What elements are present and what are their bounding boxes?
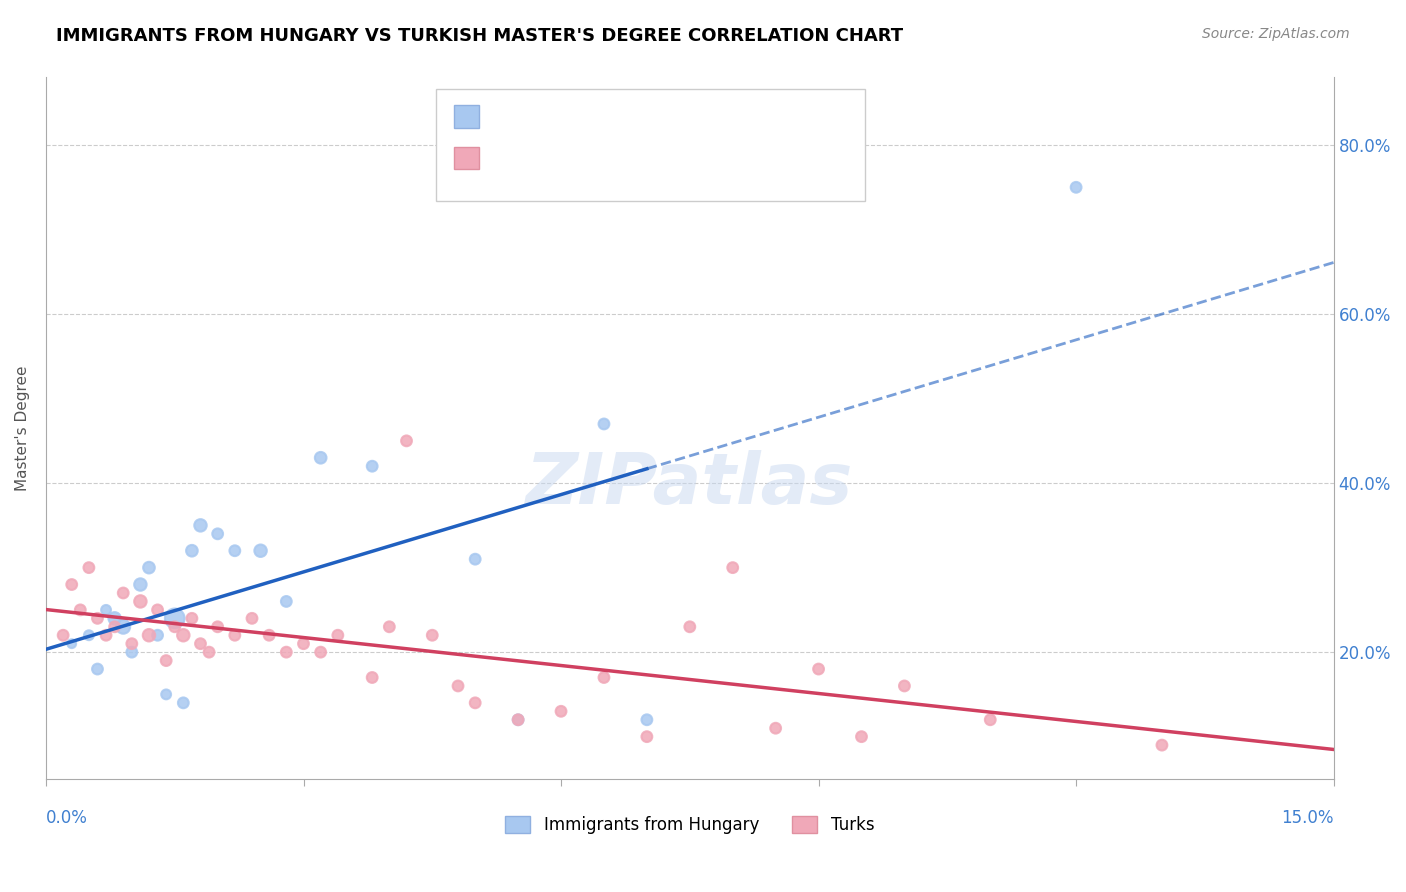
Text: Source: ZipAtlas.com: Source: ZipAtlas.com <box>1202 27 1350 41</box>
Point <box>224 628 246 642</box>
Point <box>395 434 418 448</box>
Point <box>249 543 271 558</box>
Point <box>121 637 143 651</box>
Text: R =  0.192   N = 26: R = 0.192 N = 26 <box>488 108 678 126</box>
Point <box>276 594 298 608</box>
Point <box>378 620 401 634</box>
Point <box>155 687 177 701</box>
Point <box>276 645 298 659</box>
Point <box>146 603 169 617</box>
Point <box>60 637 83 651</box>
Point <box>508 713 530 727</box>
Text: R = -0.106   N = 44: R = -0.106 N = 44 <box>488 150 678 168</box>
Point <box>129 594 152 608</box>
Text: ZIPatlas: ZIPatlas <box>526 450 853 519</box>
Text: 15.0%: 15.0% <box>1281 809 1334 828</box>
Point <box>309 450 332 465</box>
Point <box>240 611 263 625</box>
Point <box>593 671 616 685</box>
Point <box>129 577 152 591</box>
Point <box>207 526 229 541</box>
Point <box>77 628 100 642</box>
Point <box>851 730 873 744</box>
Point <box>69 603 91 617</box>
Point <box>593 417 616 431</box>
Point <box>112 586 135 600</box>
Point <box>721 560 744 574</box>
Point <box>172 628 194 642</box>
Point <box>464 696 486 710</box>
Point <box>1064 180 1087 194</box>
Point <box>94 628 117 642</box>
Point <box>86 662 108 676</box>
Point <box>146 628 169 642</box>
Point <box>420 628 443 642</box>
Point <box>180 611 202 625</box>
Point <box>86 611 108 625</box>
Point <box>309 645 332 659</box>
Point <box>636 730 658 744</box>
Point <box>104 611 127 625</box>
Point <box>52 628 75 642</box>
Point <box>60 577 83 591</box>
Legend: Immigrants from Hungary, Turks: Immigrants from Hungary, Turks <box>505 815 875 834</box>
Point <box>155 654 177 668</box>
Point <box>326 628 349 642</box>
Y-axis label: Master's Degree: Master's Degree <box>15 366 30 491</box>
Point <box>190 518 212 533</box>
Point <box>180 543 202 558</box>
Point <box>77 560 100 574</box>
Point <box>807 662 830 676</box>
Point <box>679 620 702 634</box>
Point <box>138 560 160 574</box>
Point <box>508 713 530 727</box>
Point <box>190 637 212 651</box>
Point <box>636 713 658 727</box>
Point <box>163 611 186 625</box>
Point <box>104 620 127 634</box>
Point <box>464 552 486 566</box>
Point <box>361 671 384 685</box>
Point <box>447 679 470 693</box>
Point <box>979 713 1001 727</box>
Point <box>224 543 246 558</box>
Point <box>198 645 221 659</box>
Point <box>550 704 572 718</box>
Point <box>765 721 787 735</box>
Point <box>361 459 384 474</box>
Point <box>94 603 117 617</box>
Point <box>1150 738 1173 752</box>
Point <box>207 620 229 634</box>
Point <box>112 620 135 634</box>
Point <box>257 628 280 642</box>
Point <box>292 637 315 651</box>
Point <box>172 696 194 710</box>
Point <box>893 679 915 693</box>
Text: IMMIGRANTS FROM HUNGARY VS TURKISH MASTER'S DEGREE CORRELATION CHART: IMMIGRANTS FROM HUNGARY VS TURKISH MASTE… <box>56 27 904 45</box>
Point <box>138 628 160 642</box>
Text: 0.0%: 0.0% <box>46 809 87 828</box>
Point <box>121 645 143 659</box>
Point <box>163 620 186 634</box>
